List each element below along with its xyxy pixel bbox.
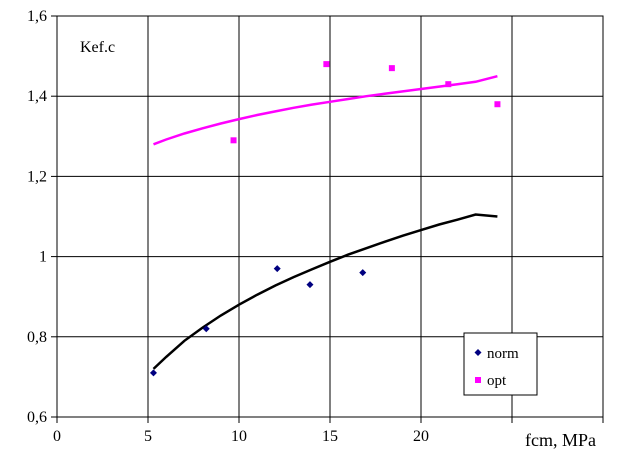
legend-marker-norm bbox=[474, 349, 482, 356]
legend-label-opt: opt bbox=[487, 373, 507, 389]
x-tick-labels: 0 5 10 15 20 bbox=[53, 417, 604, 445]
trend-lines bbox=[152, 74, 498, 370]
legend-label-norm: norm bbox=[487, 346, 519, 362]
x-tick-label: 20 bbox=[413, 428, 429, 445]
point-opt bbox=[494, 101, 501, 108]
y-axis-label: Kef.c bbox=[80, 39, 115, 56]
point-opt bbox=[323, 61, 330, 68]
x-tick-label: 10 bbox=[231, 428, 247, 445]
x-tick-label: 15 bbox=[322, 428, 338, 445]
trendline-norm bbox=[152, 213, 498, 370]
point-opt bbox=[445, 81, 452, 88]
y-tick-label: 1 bbox=[39, 249, 47, 266]
point-norm bbox=[202, 325, 210, 333]
point-norm bbox=[306, 281, 314, 289]
point-norm bbox=[273, 265, 281, 273]
point-opt bbox=[388, 65, 395, 72]
legend-box bbox=[463, 332, 538, 396]
legend: norm opt bbox=[463, 332, 538, 396]
y-tick-label: 1,6 bbox=[27, 8, 47, 25]
x-axis-label: fcm, MPa bbox=[525, 430, 596, 450]
trendline-opt bbox=[153, 74, 498, 146]
y-tick-label: 1,4 bbox=[27, 88, 47, 105]
point-norm bbox=[149, 369, 157, 377]
legend-marker-opt bbox=[475, 377, 481, 383]
x-tick-label: 5 bbox=[144, 428, 152, 445]
y-tick-label: 1,2 bbox=[27, 168, 47, 185]
y-tick-labels: 0,6 0,8 1 1,2 1,4 1,6 bbox=[27, 8, 57, 426]
x-tick-label: 0 bbox=[53, 428, 61, 445]
point-opt bbox=[230, 137, 237, 144]
y-tick-label: 0,8 bbox=[27, 329, 47, 346]
point-norm bbox=[359, 269, 367, 277]
y-tick-label: 0,6 bbox=[27, 409, 47, 426]
data-points bbox=[149, 61, 501, 377]
